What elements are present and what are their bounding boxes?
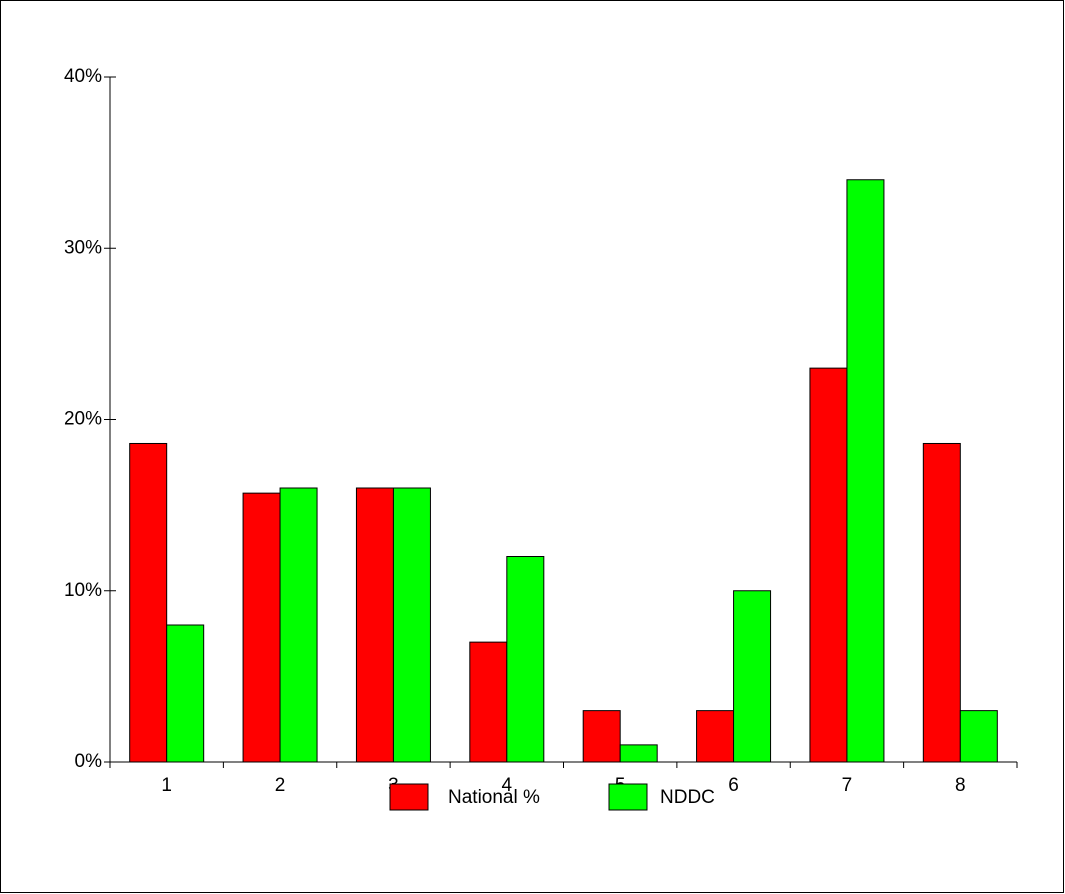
bar [619,744,658,763]
x-tick-label: 6 [728,775,739,796]
bar [469,641,508,763]
bar [809,367,848,763]
bar [355,487,394,763]
bar [392,487,431,763]
bar [696,710,735,763]
x-tick-label: 8 [955,775,966,796]
bar [582,710,621,763]
legend-label: NDDC [660,787,715,808]
y-tick-label: 10% [64,580,102,601]
legend-swatch [608,783,648,811]
bar [129,442,168,763]
y-tick-label: 40% [64,66,102,87]
bar [846,179,885,763]
bar [922,442,961,763]
bar [733,590,772,763]
legend-swatch [389,783,429,811]
bar [959,710,998,763]
bar [166,624,205,763]
legend-label: National % [448,787,540,808]
x-tick-label: 2 [275,775,286,796]
y-tick-label: 20% [64,409,102,430]
bar [506,556,545,763]
x-tick-label: 4 [502,775,513,796]
x-tick-label: 1 [161,775,172,796]
bar [279,487,318,763]
bar [242,492,281,763]
y-tick-label: 0% [75,751,103,772]
y-tick-label: 30% [64,237,102,258]
x-tick-label: 7 [842,775,853,796]
